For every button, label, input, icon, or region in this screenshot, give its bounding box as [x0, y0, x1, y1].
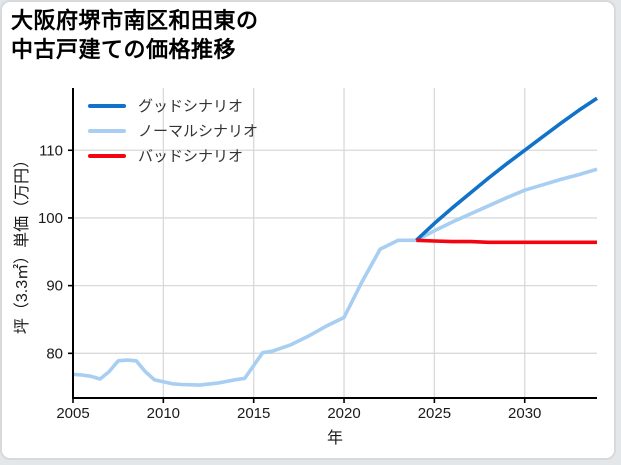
x-tick-label: 2010	[147, 405, 180, 422]
good-scenario-line-swatch	[88, 103, 126, 108]
legend-label: ノーマルシナリオ	[138, 123, 259, 140]
series-line-2	[416, 238, 597, 245]
chart-title-line1: 大阪府堺市南区和田東の	[11, 8, 259, 33]
legend-item-good-scenario: グッドシナリオ	[88, 93, 258, 118]
y-tick-label: 110	[39, 142, 63, 159]
x-tick-label: 2005	[56, 405, 89, 422]
legend-item-normal-scenario: ノーマルシナリオ	[88, 118, 258, 143]
chart-title: 大阪府堺市南区和田東の 中古戸建ての価格推移	[11, 6, 259, 64]
y-tick-label: 80	[46, 345, 63, 362]
y-axis-title-text: 坪（3.3㎡）単価（万円）	[14, 151, 31, 335]
normal-scenario-line-swatch	[88, 128, 126, 133]
legend-item-bad-scenario: バッドシナリオ	[88, 143, 258, 168]
bad-scenario-line-swatch	[88, 153, 126, 158]
legend-label: グッドシナリオ	[138, 98, 244, 115]
legend-label: バッドシナリオ	[138, 148, 244, 165]
x-tick-label: 2015	[237, 405, 270, 422]
series-line-0	[415, 96, 599, 242]
x-tick-label: 2030	[508, 405, 541, 422]
legend: グッドシナリオ ノーマルシナリオ バッドシナリオ	[88, 93, 258, 168]
y-tick-label: 100	[38, 210, 63, 227]
chart-title-line2: 中古戸建ての価格推移	[11, 37, 237, 62]
x-tick-label: 2025	[418, 405, 451, 422]
y-tick-label: 90	[46, 278, 63, 295]
x-tick-label: 2020	[327, 405, 360, 422]
x-axis-title: 年	[326, 430, 343, 447]
series-line-1	[72, 167, 598, 387]
